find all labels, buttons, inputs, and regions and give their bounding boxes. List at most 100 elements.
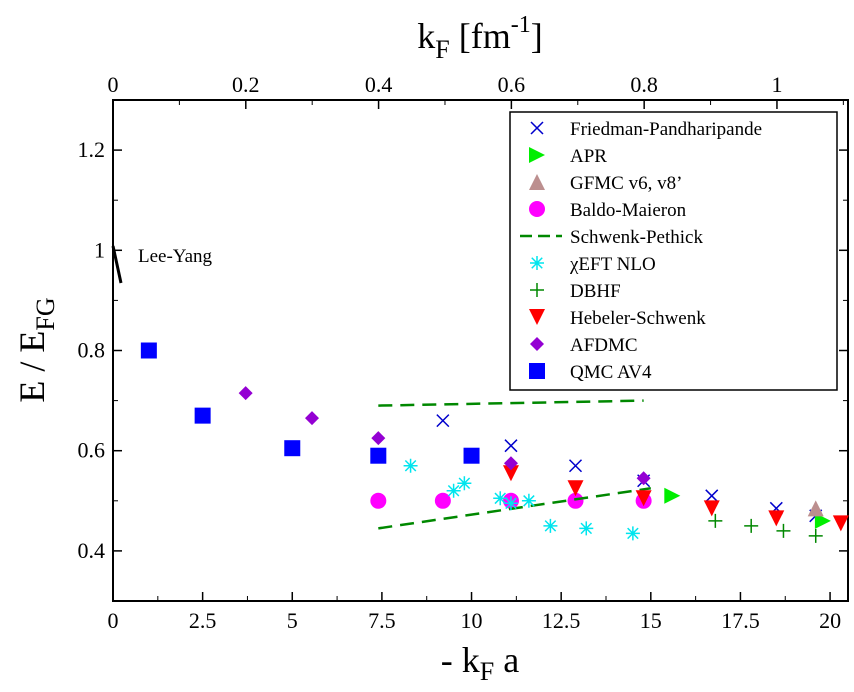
data-point xyxy=(529,309,545,325)
data-point xyxy=(529,201,545,217)
legend-item: QMC AV4 xyxy=(529,362,652,383)
x-tick-label: 12.5 xyxy=(542,608,581,633)
data-point xyxy=(463,447,480,464)
legend-item: Schwenk-Pethick xyxy=(520,227,703,248)
data-point xyxy=(708,513,723,528)
data-point xyxy=(457,476,472,491)
y-tick-label: 1 xyxy=(94,237,105,262)
data-point xyxy=(194,407,211,424)
data-point xyxy=(529,363,545,379)
legend-label: QMC AV4 xyxy=(570,362,652,383)
x-tick-label: 17.5 xyxy=(721,608,760,633)
top-tick-label: 0.2 xyxy=(232,72,260,97)
series-hebeler-schwenk xyxy=(502,465,849,532)
x-tick-label: 7.5 xyxy=(368,608,396,633)
y-axis-ticks: 0.4 0.6 0.8 1 1.2 xyxy=(78,99,848,602)
legend-item: GFMC v6, v8’ xyxy=(529,173,682,194)
data-point xyxy=(504,439,518,453)
top-axis-title: kF [fm-1] xyxy=(417,12,542,64)
data-point xyxy=(238,386,253,401)
data-point xyxy=(434,492,451,509)
series-afdmc xyxy=(238,386,651,486)
series-dbhf xyxy=(708,513,823,543)
legend-item: Hebeler-Schwenk xyxy=(529,308,706,329)
data-point xyxy=(284,440,301,457)
data-point xyxy=(567,480,584,497)
legend-item: DBHF xyxy=(530,281,621,302)
data-point xyxy=(635,490,652,507)
data-point xyxy=(636,471,651,486)
x-axis-title: - kF a xyxy=(441,640,519,686)
data-point xyxy=(370,492,387,509)
top-tick-label: 0.4 xyxy=(365,72,393,97)
legend: Friedman-Pandharipande APR GFMC v6, v8’ Bal… xyxy=(509,111,838,391)
data-point xyxy=(529,174,545,190)
data-point xyxy=(503,496,518,511)
series-line xyxy=(378,399,644,407)
series-line xyxy=(378,487,651,530)
legend-label: DBHF xyxy=(570,281,621,302)
lee-yang-line xyxy=(111,245,123,284)
series-apr xyxy=(664,487,831,529)
y-axis-title: E / EFG xyxy=(12,297,60,402)
x-tick-label: 0 xyxy=(108,608,119,633)
data-point xyxy=(521,493,536,508)
data-point xyxy=(530,283,544,297)
top-axis-ticks: 0 0.2 0.4 0.6 0.8 1 xyxy=(108,72,844,109)
data-point xyxy=(568,459,583,473)
legend-item: APR xyxy=(529,146,607,167)
data-point xyxy=(703,500,720,517)
legend-label: Hebeler-Schwenk xyxy=(570,308,706,329)
y-tick-label: 0.4 xyxy=(78,538,106,563)
data-point xyxy=(579,521,594,536)
data-point xyxy=(530,337,544,351)
series-gfmc-v6-v8 xyxy=(807,500,824,517)
x-tick-label: 20 xyxy=(819,608,841,633)
legend-item: Baldo-Maieron xyxy=(529,200,687,221)
series-qmc-av4 xyxy=(140,342,480,464)
legend-label: Friedman-Pandharipande xyxy=(570,119,762,140)
data-point xyxy=(493,491,508,506)
data-point xyxy=(776,523,791,538)
legend-label: GFMC v6, v8’ xyxy=(570,173,682,194)
legend-item: Friedman-Pandharipande xyxy=(530,119,762,140)
legend-label: χEFT NLO xyxy=(569,254,656,275)
top-tick-label: 1 xyxy=(771,72,782,97)
top-tick-label: 0.8 xyxy=(630,72,658,97)
data-point xyxy=(529,147,545,163)
legend-label: Schwenk-Pethick xyxy=(570,227,703,248)
series-friedman-pandharipande xyxy=(436,414,823,523)
data-point xyxy=(403,458,418,473)
data-point xyxy=(664,487,681,504)
x-tick-label: 5 xyxy=(287,608,298,633)
lee-yang-label: Lee-Yang xyxy=(138,246,213,267)
x-axis-ticks: 0 2.5 5 7.5 10 12.5 15 17.5 20 xyxy=(108,592,841,633)
data-point xyxy=(140,342,157,359)
data-point xyxy=(567,492,584,509)
data-series xyxy=(140,342,849,543)
data-point xyxy=(502,465,519,482)
data-point xyxy=(705,489,719,503)
y-tick-label: 0.6 xyxy=(78,438,106,463)
data-point xyxy=(744,518,759,533)
series-eft-nlo xyxy=(403,458,640,541)
data-point xyxy=(814,512,831,529)
data-point xyxy=(530,256,544,270)
data-point xyxy=(808,528,823,543)
y-tick-label: 0.8 xyxy=(78,338,106,363)
top-tick-label: 0 xyxy=(108,72,119,97)
series-schwenk-pethick xyxy=(378,399,651,530)
data-point xyxy=(832,515,849,532)
data-point xyxy=(503,456,518,471)
x-tick-label: 15 xyxy=(640,608,662,633)
legend-item: χEFT NLO xyxy=(530,254,656,275)
legend-box xyxy=(509,111,838,391)
data-point xyxy=(543,518,558,533)
data-point xyxy=(371,431,386,446)
data-point xyxy=(304,411,319,426)
data-point xyxy=(625,526,640,541)
top-tick-label: 0.6 xyxy=(498,72,526,97)
data-point xyxy=(807,500,824,517)
legend-label: Baldo-Maieron xyxy=(570,200,687,221)
legend-label: APR xyxy=(570,146,607,167)
